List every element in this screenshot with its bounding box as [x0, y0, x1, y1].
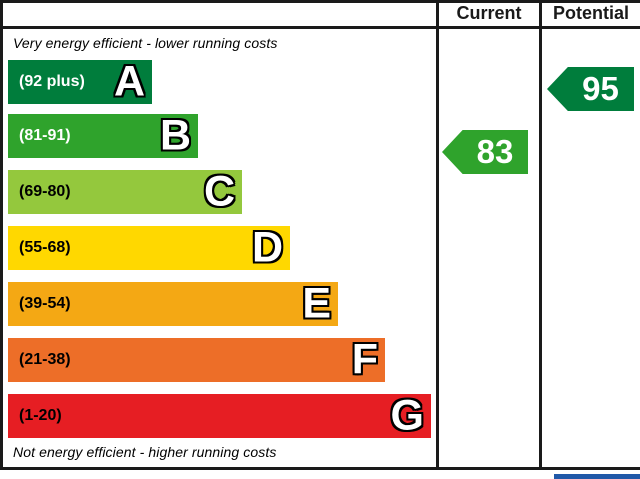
band-b-range-label: (81-91)	[19, 127, 71, 144]
band-d: (55-68) D	[8, 226, 290, 270]
column-header-potential: Potential	[552, 2, 629, 23]
band-a-range-label: (92 plus)	[19, 73, 85, 90]
band-f: (21-38) F	[8, 338, 385, 382]
band-c: (69-80) C	[8, 170, 242, 214]
column-header-current: Current	[456, 2, 522, 23]
band-f-letter: F	[351, 335, 378, 384]
band-f-range-label: (21-38)	[19, 351, 71, 368]
caption-very-efficient: Very energy efficient - lower running co…	[13, 35, 278, 51]
band-e: (39-54) E	[8, 282, 338, 326]
current-rating-value: 83	[476, 133, 514, 170]
band-a-letter: A	[113, 57, 145, 106]
band-d-letter: D	[251, 223, 283, 272]
band-b-letter: B	[159, 111, 191, 160]
band-e-range-label: (39-54)	[19, 295, 71, 312]
band-g: (1-20) G	[8, 394, 431, 438]
band-c-letter: C	[203, 167, 235, 216]
band-d-range-label: (55-68)	[19, 239, 71, 256]
band-e-letter: E	[302, 279, 331, 328]
band-g-letter: G	[390, 391, 424, 440]
band-a: (92 plus) A	[8, 60, 152, 104]
partial-next-section-bar	[554, 474, 640, 479]
band-g-range-label: (1-20)	[19, 407, 62, 424]
potential-rating-arrow: 95	[547, 67, 634, 111]
column-divider-potential	[539, 0, 542, 470]
header-divider-line	[0, 26, 640, 29]
potential-rating-value: 95	[582, 70, 619, 107]
table-border-left	[0, 0, 3, 470]
band-b: (81-91) B	[8, 114, 198, 158]
column-divider-current	[436, 0, 439, 470]
current-rating-arrow: 83	[442, 130, 528, 174]
band-c-range-label: (69-80)	[19, 183, 71, 200]
caption-not-efficient: Not energy efficient - higher running co…	[13, 444, 277, 460]
table-border-top	[0, 0, 640, 3]
table-border-bottom	[0, 467, 640, 470]
